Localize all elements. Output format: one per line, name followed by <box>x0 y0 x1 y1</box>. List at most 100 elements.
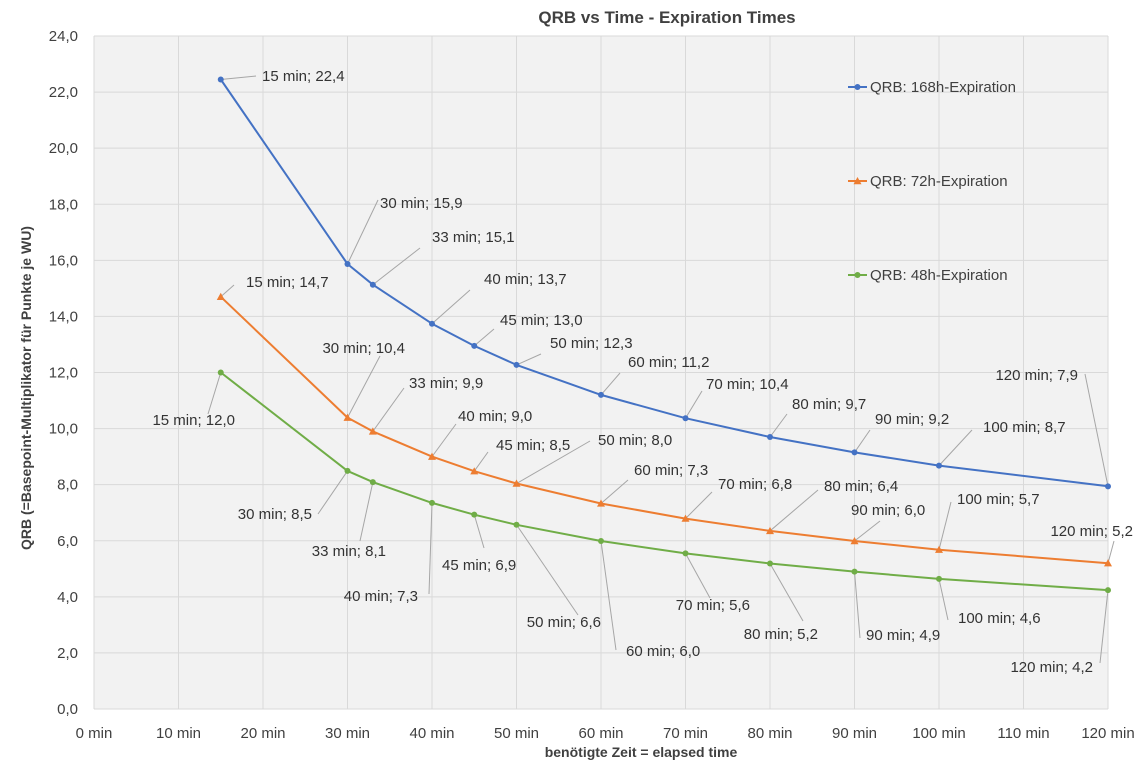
data-point-marker <box>471 342 478 349</box>
y-tick-label: 14,0 <box>49 308 78 325</box>
data-point-marker <box>936 462 942 469</box>
data-label: 33 min; 9,9 <box>409 375 483 392</box>
label-leader-line <box>428 502 433 595</box>
label-leader-line <box>1084 373 1109 487</box>
data-point-marker <box>598 391 604 398</box>
label-leader-line <box>769 413 788 438</box>
legend: QRB: 168h-Expiration QRB: 72h-Expiration Q… <box>848 79 1016 284</box>
data-point-marker <box>935 545 943 553</box>
data-label: 30 min; 10,4 <box>322 340 405 357</box>
legend-label: QRB: 168h-Expiration <box>870 79 1016 96</box>
data-point-marker <box>766 526 774 535</box>
data-label: 60 min; 6,0 <box>626 643 700 660</box>
data-point-marker <box>344 260 351 267</box>
data-point-marker <box>851 449 858 456</box>
data-label: 70 min; 10,4 <box>706 376 789 393</box>
data-point-marker <box>597 499 605 507</box>
data-point-marker <box>851 568 858 575</box>
data-point-marker <box>429 320 435 327</box>
gridlines <box>93 35 1109 710</box>
data-label: 90 min; 6,0 <box>851 502 925 519</box>
label-leader-line <box>1107 540 1115 564</box>
data-label: 100 min; 8,7 <box>983 419 1066 436</box>
data-point-marker <box>512 479 521 487</box>
data-label: 15 min; 22,4 <box>262 68 345 85</box>
axis-ticks: 0,0 2,0 4,0 6,0 8,0 10,0 12,0 14,0 16,0 18,0 20,0 2… <box>49 28 1135 742</box>
label-leader-line <box>317 470 348 515</box>
label-leader-line <box>854 571 861 639</box>
x-tick-label: 120 min <box>1081 725 1134 742</box>
y-tick-label: 0,0 <box>57 701 78 718</box>
legend-label: QRB: 48h-Expiration <box>870 267 1008 284</box>
label-leader-line <box>1099 590 1109 664</box>
data-point-marker <box>470 467 479 475</box>
data-point-marker <box>369 479 376 486</box>
x-tick-label: 60 min <box>578 725 623 742</box>
series-line <box>220 371 1109 592</box>
data-label: 80 min; 6,4 <box>824 478 898 495</box>
data-label: 70 min; 5,6 <box>676 597 750 614</box>
data-label: 15 min; 14,7 <box>246 274 329 291</box>
label-leader-line <box>347 199 379 265</box>
data-label: 50 min; 6,6 <box>527 614 601 631</box>
legend-marker <box>853 177 862 185</box>
label-leader-line <box>938 578 949 621</box>
data-point-marker <box>598 538 604 545</box>
x-tick-label: 30 min <box>325 725 370 742</box>
label-leader-line <box>769 563 804 622</box>
legend-item: QRB: 72h-Expiration <box>848 173 1008 190</box>
label-leader-line <box>685 553 711 599</box>
data-label: 80 min; 9,7 <box>792 396 866 413</box>
data-label: 33 min; 8,1 <box>312 543 386 560</box>
label-leader-line <box>600 479 629 504</box>
label-leader-line <box>685 491 713 519</box>
legend-item: QRB: 48h-Expiration <box>848 267 1008 284</box>
data-labels: 15 min; 22,4 30 min; 15,9 33 min; 15,1 40 m… <box>152 68 1133 676</box>
series-line <box>220 296 1109 565</box>
data-label: 120 min; 5,2 <box>1050 523 1133 540</box>
label-leader-line <box>372 247 421 286</box>
x-tick-label: 10 min <box>156 725 201 742</box>
y-tick-label: 20,0 <box>49 140 78 157</box>
data-point-marker <box>682 415 689 422</box>
data-label: 45 min; 13,0 <box>500 312 583 329</box>
legend-label: QRB: 72h-Expiration <box>870 173 1008 190</box>
x-tick-label: 70 min <box>663 725 708 742</box>
y-tick-label: 24,0 <box>49 28 78 45</box>
label-leader-line <box>600 540 617 651</box>
x-tick-label: 50 min <box>494 725 539 742</box>
label-leader-line <box>473 328 495 347</box>
y-tick-label: 10,0 <box>49 421 78 438</box>
y-tick-label: 8,0 <box>57 477 78 494</box>
data-label: 60 min; 7,3 <box>634 462 708 479</box>
y-tick-label: 6,0 <box>57 533 78 550</box>
x-tick-label: 20 min <box>240 725 285 742</box>
data-label: 100 min; 4,6 <box>958 610 1041 627</box>
data-label: 60 min; 11,2 <box>628 354 709 371</box>
data-point-marker <box>429 499 435 506</box>
label-leader-line <box>359 482 374 542</box>
label-leader-line <box>473 451 489 472</box>
data-label: 40 min; 13,7 <box>484 271 567 288</box>
series-1 <box>217 76 1111 490</box>
data-point-marker <box>850 537 859 545</box>
label-leader-line <box>431 289 471 325</box>
data-label: 40 min; 7,3 <box>344 588 418 605</box>
y-tick-label: 12,0 <box>49 365 78 382</box>
y-tick-label: 4,0 <box>57 589 78 606</box>
data-point-marker <box>681 514 690 522</box>
series-2 <box>216 292 1112 567</box>
legend-marker <box>854 84 861 90</box>
label-leader-line <box>685 390 703 419</box>
data-label: 50 min; 8,0 <box>598 432 672 449</box>
label-leader-line <box>347 355 381 418</box>
label-leader-line <box>600 372 621 396</box>
data-label: 30 min; 8,5 <box>238 506 312 523</box>
y-axis-title: QRB (=Basepoint-Multiplikator für Punkte… <box>18 226 34 550</box>
label-leader-line <box>854 520 881 542</box>
data-point-marker <box>513 521 520 528</box>
data-point-marker <box>216 292 225 300</box>
x-tick-label: 100 min <box>912 725 965 742</box>
label-leader-line <box>516 440 591 484</box>
